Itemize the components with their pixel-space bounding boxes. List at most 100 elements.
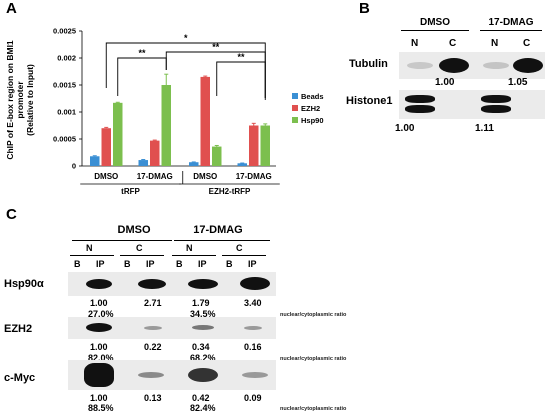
significance-label: **	[212, 42, 220, 52]
quant-value: 0.16	[244, 342, 262, 352]
bar-hsp90	[113, 102, 123, 166]
condition-line	[480, 30, 542, 31]
y-tick-label: 0.0005	[53, 135, 76, 144]
condition-line	[174, 240, 270, 241]
quant-value: 0.09	[244, 393, 262, 403]
y-tick-label: 0	[72, 162, 76, 171]
condition-label: DMSO	[117, 224, 151, 236]
band	[481, 95, 511, 103]
panel-a-letter: A	[6, 0, 17, 17]
lane-label: IP	[248, 259, 257, 269]
group-label: EZH2-tRFP	[209, 187, 251, 196]
ratio-value: 34.5%	[190, 309, 216, 319]
ratio-value: 88.5%	[88, 403, 114, 413]
band	[192, 325, 214, 330]
x-tick-label: DMSO	[94, 172, 118, 181]
group-label: tRFP	[121, 187, 140, 196]
tubulin-value: 1.00	[435, 77, 455, 88]
row-label-cmyc: c-Myc	[4, 372, 36, 384]
quant-value: 1.00	[90, 393, 108, 403]
x-tick-label: DMSO	[193, 172, 217, 181]
ratio-note: nuclear/cytoplasmic ratio	[280, 406, 347, 412]
significance-bracket	[117, 57, 167, 96]
band	[138, 372, 164, 378]
fraction-line	[70, 255, 114, 256]
fraction-label: N	[186, 243, 193, 253]
histone-blot	[399, 90, 545, 119]
lane-label: B	[74, 259, 81, 269]
band	[240, 277, 270, 290]
row-label-histone1: Histone1	[346, 95, 393, 107]
significance-bracket	[165, 51, 266, 98]
bar-ezh2	[101, 128, 111, 166]
bar-beads	[90, 156, 100, 166]
x-tick-label: 17-DMAG	[236, 172, 272, 181]
band	[483, 62, 509, 69]
y-axis-label: ChIP of E-box region on BMI1promoter(Rel…	[5, 40, 35, 160]
band	[513, 58, 543, 73]
fraction-line	[172, 255, 216, 256]
lane-label: B	[226, 259, 233, 269]
band	[407, 62, 433, 69]
significance-bracket	[216, 61, 266, 100]
bar-beads	[189, 162, 199, 166]
panel-b-letter: B	[359, 0, 370, 17]
band	[405, 95, 435, 103]
bar-beads	[237, 163, 247, 166]
panel-b-blot: DMSO 17-DMAG N C N C 1.00 1.05 1.00 1.11	[395, 13, 545, 193]
band	[86, 323, 112, 332]
band	[439, 58, 469, 73]
band	[481, 105, 511, 113]
quant-value: 2.71	[144, 298, 162, 308]
condition-line	[401, 30, 469, 31]
histone-value: 1.11	[475, 123, 494, 134]
band	[244, 326, 262, 330]
bar-hsp90	[260, 125, 270, 166]
condition-label: 17-DMAG	[488, 17, 534, 28]
bar-ezh2	[200, 76, 210, 166]
lane-label: C	[523, 38, 531, 49]
band	[86, 279, 112, 289]
x-tick-label: 17-DMAG	[137, 172, 173, 181]
fraction-line	[120, 255, 164, 256]
band	[188, 279, 218, 289]
lane-label: N	[491, 38, 499, 49]
significance-label: **	[237, 52, 245, 62]
y-tick-label: 0.002	[57, 54, 76, 63]
y-tick-label: 0.001	[57, 108, 76, 117]
lane-label: IP	[198, 259, 207, 269]
ratio-note: nuclear/cytoplasmic ratio	[280, 312, 347, 318]
quant-value: 1.00	[90, 342, 108, 352]
histone-value: 1.00	[395, 123, 415, 134]
bar-ezh2	[249, 125, 259, 166]
bar-hsp90	[161, 85, 171, 166]
y-tick-label: 0.0025	[53, 27, 76, 36]
ratio-value: 82.4%	[190, 403, 216, 413]
bar-beads	[138, 160, 148, 166]
quant-value: 0.22	[144, 342, 162, 352]
quant-value: 1.79	[192, 298, 210, 308]
bar-ezh2	[150, 140, 160, 166]
tubulin-value: 1.05	[508, 77, 528, 88]
row-label-tubulin: Tubulin	[349, 58, 388, 70]
legend-swatch	[292, 105, 298, 111]
bar-chart: 0 0.0005 0.001 0.0015 0.002 0.0025 ChIP of E-b…	[5, 27, 324, 197]
ratio-value: 27.0%	[88, 309, 114, 319]
cmyc-blot	[68, 360, 276, 390]
bar-hsp90	[212, 146, 222, 166]
condition-label: 17-DMAG	[193, 224, 243, 236]
quant-value: 0.13	[144, 393, 162, 403]
ratio-note: nuclear/cytoplasmic ratio	[280, 356, 347, 362]
quant-value: 3.40	[244, 298, 262, 308]
panel-c: DMSO 17-DMAG N C N C B IP B IP B IP B IP…	[0, 218, 550, 414]
panel-c-letter: C	[6, 206, 17, 223]
row-label-ezh2: EZH2	[4, 323, 33, 335]
significance-label: **	[138, 48, 146, 58]
lane-label: IP	[96, 259, 105, 269]
legend-label: EZH2	[301, 104, 320, 113]
band	[144, 326, 162, 330]
row-label-hsp90: Hsp90α	[4, 278, 44, 290]
condition-label: DMSO	[420, 17, 450, 28]
quant-value: 1.00	[90, 298, 108, 308]
legend-swatch	[292, 117, 298, 123]
